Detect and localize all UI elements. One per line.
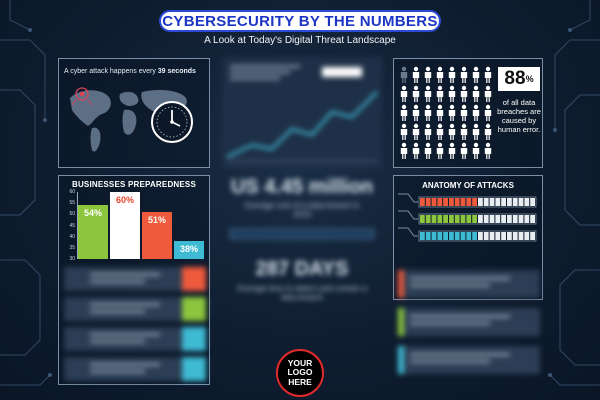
human-figures-grid xyxy=(400,66,492,159)
person-icon xyxy=(484,123,492,140)
percent-sign: % xyxy=(525,74,534,84)
person-icon xyxy=(400,85,408,102)
y-tick-label: 40 xyxy=(69,233,75,240)
anatomy-details-blurred xyxy=(396,268,542,380)
preparedness-bar xyxy=(174,241,204,259)
person-icon xyxy=(424,104,432,121)
breach-cost-value: US 4.45 million xyxy=(230,176,374,198)
person-icon xyxy=(436,104,444,121)
preparedness-details-blurred xyxy=(62,265,208,383)
preparedness-bar-label: 51% xyxy=(147,215,166,226)
page-subtitle: A Look at Today's Digital Threat Landsca… xyxy=(204,35,396,46)
preparedness-bar xyxy=(78,205,108,259)
preparedness-bar-label: 54% xyxy=(83,208,102,219)
y-tick-label: 45 xyxy=(69,222,75,229)
person-icon xyxy=(412,66,420,83)
y-tick-label: 60 xyxy=(69,189,75,195)
attack-stage-bar xyxy=(398,193,537,208)
y-tick-label: 55 xyxy=(69,200,75,207)
containment-time-blurred: 287 DAYS Average time to detect and cont… xyxy=(222,258,382,338)
person-icon xyxy=(412,85,420,102)
containment-days: 287 DAYS xyxy=(255,258,349,280)
human-error-percent-box: 88% xyxy=(498,67,540,91)
person-icon xyxy=(412,142,420,159)
person-icon xyxy=(436,142,444,159)
person-icon xyxy=(400,66,408,83)
anatomy-bars xyxy=(398,193,537,242)
breach-cost-blurred: US 4.45 million Average cost of a data b… xyxy=(222,176,382,252)
bug-icon xyxy=(71,87,93,106)
page-title: CYBERSECURITY BY THE NUMBERS xyxy=(162,12,438,30)
attack-stage-bar xyxy=(398,210,537,225)
anatomy-title: ANATOMY OF ATTACKS xyxy=(422,181,514,190)
breach-cost-caption: Average cost of a data breach in 2023 xyxy=(244,201,360,219)
person-icon xyxy=(424,142,432,159)
person-icon xyxy=(448,142,456,159)
preparedness-bar xyxy=(142,212,172,259)
person-icon xyxy=(436,66,444,83)
human-error-percent: 88 xyxy=(504,68,526,89)
logo-line-3: HERE xyxy=(288,376,312,387)
preparedness-title: BUSINESSES PREPAREDNESS xyxy=(71,180,197,189)
human-error-text: of all data breaches are caused by human… xyxy=(497,98,541,135)
preparedness-bar-label: 60% xyxy=(115,195,134,205)
y-tick-label: 50 xyxy=(69,211,75,218)
containment-caption: Average time to detect and contain a dat… xyxy=(236,284,368,302)
person-icon xyxy=(448,123,456,140)
person-icon xyxy=(472,85,480,102)
y-tick-label: 35 xyxy=(69,244,75,251)
person-icon xyxy=(472,142,480,159)
person-icon xyxy=(424,123,432,140)
person-icon xyxy=(412,104,420,121)
person-icon xyxy=(484,142,492,159)
person-icon xyxy=(472,66,480,83)
person-icon xyxy=(460,142,468,159)
person-icon xyxy=(460,85,468,102)
person-icon xyxy=(460,66,468,83)
y-tick-label: 30 xyxy=(69,256,75,262)
clock-icon xyxy=(151,101,193,143)
attack-caption-prefix: A cyber attack happens every xyxy=(64,68,158,75)
world-map-clock-graphic xyxy=(70,87,193,152)
person-icon xyxy=(436,123,444,140)
person-icon xyxy=(484,85,492,102)
person-icon xyxy=(400,142,408,159)
logo-placeholder[interactable]: YOUR LOGO HERE xyxy=(276,349,324,397)
person-icon xyxy=(472,123,480,140)
attack-frequency-caption: A cyber attack happens every 39 seconds xyxy=(64,68,214,75)
attack-stage-bar xyxy=(398,227,537,242)
logo-line-2: LOGO xyxy=(287,367,313,378)
person-icon xyxy=(400,104,408,121)
y-axis-line xyxy=(77,192,78,259)
person-icon xyxy=(460,104,468,121)
person-icon xyxy=(412,123,420,140)
logo-line-1: YOUR xyxy=(287,357,313,368)
person-icon xyxy=(424,66,432,83)
trend-chart-blurred xyxy=(222,57,382,169)
attack-caption-value: 39 seconds xyxy=(157,68,196,75)
preparedness-bar-label: 38% xyxy=(179,244,198,255)
person-icon xyxy=(460,123,468,140)
person-icon xyxy=(484,66,492,83)
person-icon xyxy=(472,104,480,121)
person-icon xyxy=(484,104,492,121)
person-icon xyxy=(448,104,456,121)
person-icon xyxy=(436,85,444,102)
person-icon xyxy=(424,85,432,102)
person-icon xyxy=(400,123,408,140)
person-icon xyxy=(448,66,456,83)
person-icon xyxy=(448,85,456,102)
preparedness-bar xyxy=(110,192,140,259)
title-banner: CYBERSECURITY BY THE NUMBERS xyxy=(159,10,441,32)
